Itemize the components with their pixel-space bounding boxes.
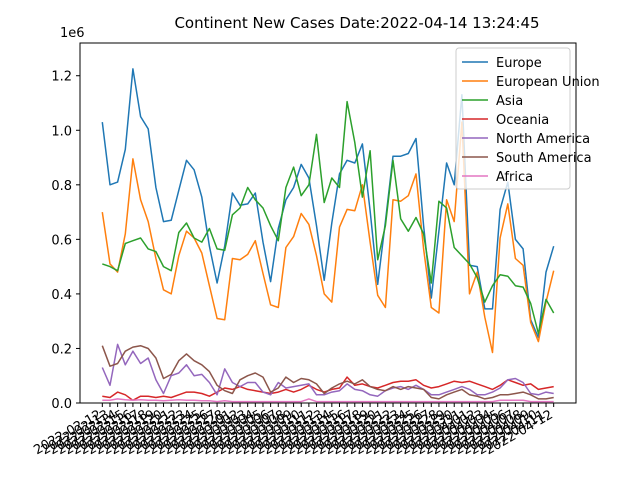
chart-title: Continent New Cases Date:2022-04-14 13:2… <box>174 14 539 32</box>
y-tick-label: 1.0 <box>51 124 72 139</box>
series-line-europe <box>101 68 555 339</box>
legend-label: Oceania <box>496 113 549 128</box>
y-tick-label: 0.6 <box>51 233 72 248</box>
y-tick-label: 1.2 <box>51 70 72 85</box>
y-tick-label: 0.4 <box>51 288 72 303</box>
legend-label: Asia <box>496 94 523 109</box>
axes-frame <box>79 42 577 404</box>
y-tick-label: 0.8 <box>51 179 72 194</box>
series-line-south-america <box>101 344 554 400</box>
x-axis: 2022-02-122022-02-132022-02-142022-02-15… <box>31 403 556 458</box>
legend-label: European Union <box>496 75 600 90</box>
y-offset-label: 1e6 <box>60 26 85 41</box>
series-layer <box>101 68 555 403</box>
series-line-north-america <box>101 343 554 397</box>
series-line-africa <box>102 398 554 403</box>
y-tick-label: 0.0 <box>51 397 72 412</box>
legend: Europe European Union Asia Oceania North Ame… <box>455 47 600 190</box>
legend-label: South America <box>496 151 592 166</box>
legend-label: Europe <box>496 56 542 71</box>
y-axis: 0.0 0.2 0.4 0.6 0.8 1.0 1.2 <box>51 70 80 412</box>
legend-label: Africa <box>496 170 533 185</box>
legend-label: North America <box>496 132 590 147</box>
legend-box <box>455 47 571 190</box>
y-tick-label: 0.2 <box>51 342 72 357</box>
series-line-asia <box>102 100 555 335</box>
